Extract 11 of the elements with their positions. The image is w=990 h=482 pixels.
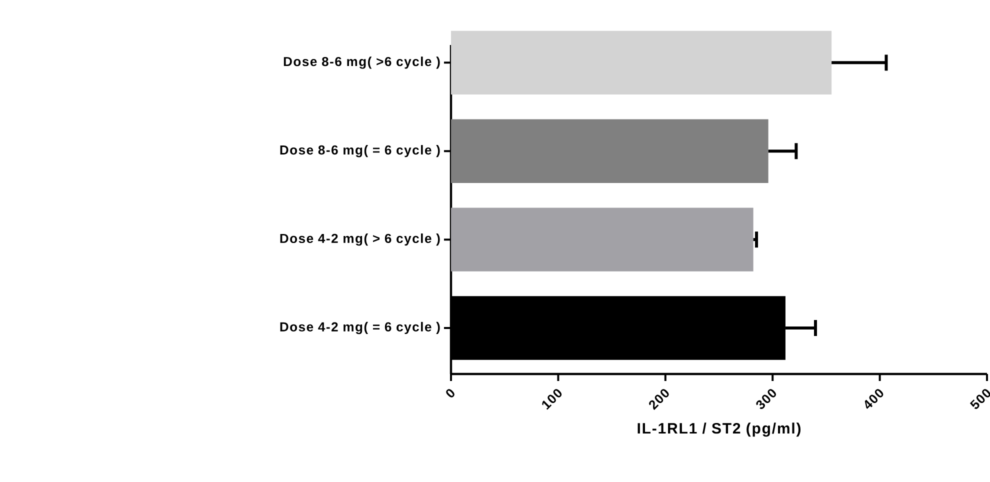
y-tick-label: Dose 4-2 mg( = 6 cycle ) [280, 322, 440, 334]
y-tick-label: Dose 8-6 mg( = 6 cycle ) [280, 145, 440, 158]
x-tick-label: 400 [864, 389, 884, 409]
x-tick-label: 500 [970, 389, 990, 409]
x-axis-title: IL-1RL1 / ST2 (pg/ml) [638, 422, 800, 437]
y-tick-label: Dose 8-6 mg( >6 cycle ) [284, 56, 440, 69]
x-tick-label: 200 [649, 389, 669, 410]
x-tick-label: 100 [542, 389, 562, 410]
x-tick-label: 300 [756, 389, 776, 410]
y-tick-label: Dose 4-2 mg( > 6 cycle ) [280, 233, 440, 246]
x-tick-label: 0 [446, 389, 454, 398]
